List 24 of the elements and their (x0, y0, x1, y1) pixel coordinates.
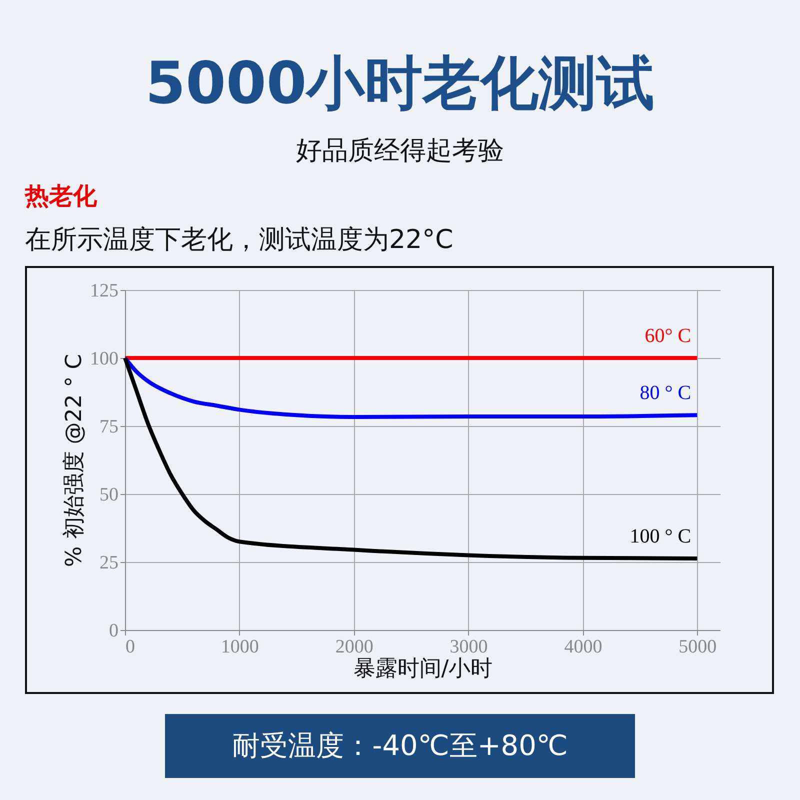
x-tick-label: 3000 (450, 636, 488, 658)
y-tick-label: 75 (100, 416, 118, 438)
text: 热老化 (25, 181, 97, 212)
x-tick-label: 2000 (335, 636, 374, 658)
y-tick-label: 125 (90, 280, 118, 302)
x-tick-label: 1000 (220, 636, 259, 658)
series-label: 60° C (644, 325, 692, 347)
y-tick-label: 0 (109, 620, 118, 642)
line-series (123, 356, 700, 560)
x-tick-label: 5000 (678, 636, 717, 658)
text: 耐受温度：-40℃至+80℃ (165, 714, 635, 778)
y-axis-title: % 初始强度 @22 ° C (62, 354, 87, 568)
text: 在所示温度下老化，测试温度为22°C (25, 224, 454, 257)
chart-subtitle: 好品质经得起考验 (295, 135, 505, 168)
x-tick-label: 0 (126, 636, 135, 658)
x-tick-label: 4000 (564, 636, 602, 658)
y-tick-label: 100 (90, 348, 118, 370)
series-label: 80 ° C (640, 382, 692, 404)
line-series (123, 356, 700, 420)
x-axis-title: 暴露时间/小时 (353, 656, 493, 682)
series-label: 100 ° C (630, 525, 692, 548)
y-tick-label: 25 (100, 552, 118, 574)
chart-title: 5000小时老化测试 (144, 48, 656, 119)
y-tick-label: 50 (100, 484, 118, 506)
